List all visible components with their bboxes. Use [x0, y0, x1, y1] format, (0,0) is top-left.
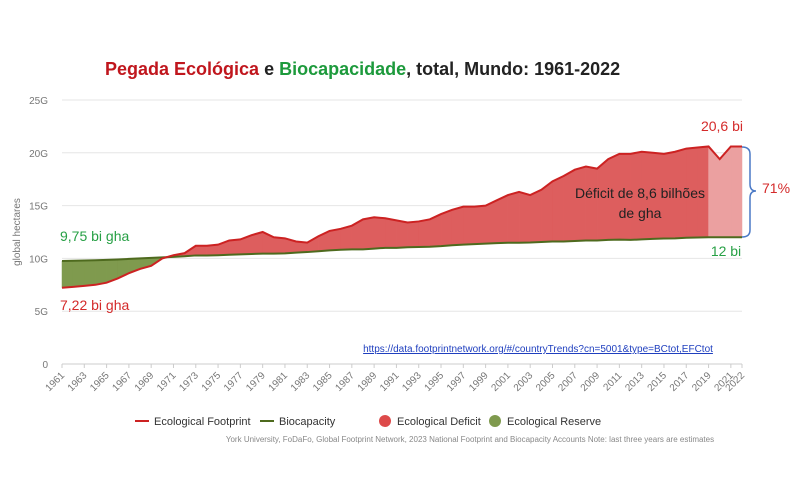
- title-conjunction: e: [259, 59, 279, 79]
- deficit-area: [407, 221, 419, 248]
- x-tick-label: 1989: [356, 370, 380, 394]
- title-footprint: Pegada Ecológica: [105, 59, 260, 79]
- biocapacity-line: [61, 236, 742, 263]
- x-tick-label: 2001: [490, 370, 514, 394]
- annotation-biocapacity-end: 12 bi: [711, 243, 741, 259]
- x-tick-label: 1977: [222, 370, 246, 394]
- x-tick-label: 1965: [88, 370, 112, 394]
- deficit-area: [541, 180, 553, 243]
- chart-title: Pegada Ecológica e Biocapacidade, total,…: [105, 59, 620, 79]
- legend-label: Ecological Footprint: [154, 416, 251, 428]
- deficit-area: [552, 175, 564, 242]
- x-ticks: 1961196319651967196919711973197519771979…: [44, 364, 747, 394]
- title-biocapacity: Biocapacidade: [279, 59, 406, 79]
- y-tick-label: 25G: [29, 96, 48, 107]
- reserve-area: [95, 259, 107, 286]
- x-tick-label: 1981: [267, 370, 291, 394]
- legend: Ecological Footprint Biocapacity Ecologica…: [135, 415, 601, 428]
- deficit-area: [362, 216, 375, 250]
- x-tick-label: 2013: [623, 370, 647, 394]
- deficit-area: [451, 206, 464, 246]
- legend-label: Ecological Deficit: [397, 416, 481, 428]
- deficit-area: [474, 205, 486, 245]
- x-tick-label: 1993: [400, 370, 424, 394]
- x-tick-label: 1995: [423, 370, 447, 394]
- x-tick-label: 2009: [579, 370, 603, 394]
- x-tick-label: 1973: [177, 370, 201, 394]
- deficit-area: [496, 194, 509, 244]
- annotation-footprint-end: 20,6 bi: [701, 118, 743, 134]
- annotation-biocapacity-start: 9,75 bi gha: [60, 228, 129, 244]
- reserve-area: [72, 260, 85, 288]
- x-tick-label: 2017: [668, 370, 692, 394]
- legend-label: Ecological Reserve: [507, 416, 601, 428]
- x-tick-label: 1961: [44, 370, 68, 394]
- y-axis-label: global hectares: [12, 198, 23, 266]
- x-tick-label: 1979: [244, 370, 268, 394]
- x-tick-label: 1999: [467, 370, 491, 394]
- deficit-area: [396, 220, 408, 249]
- reserve-area: [61, 260, 74, 289]
- annotation-deficit-line1: Déficit de 8,6 bilhões: [575, 185, 705, 201]
- x-tick-label: 1975: [200, 370, 224, 394]
- x-tick-label: 1983: [289, 370, 313, 394]
- deficit-area: [463, 206, 475, 245]
- footnote: York University, FoDaFo, Global Footprin…: [226, 435, 714, 444]
- annotation-deficit-line2: de gha: [619, 205, 662, 221]
- x-tick-label: 1963: [66, 370, 90, 394]
- deficit-area: [329, 228, 341, 251]
- y-tick-label: 0: [42, 360, 48, 371]
- deficit-area: [574, 166, 587, 242]
- deficit-area: [373, 216, 386, 249]
- x-tick-label: 2011: [602, 370, 625, 393]
- deficit-area: [485, 199, 497, 244]
- y-tick-label: 15G: [29, 202, 48, 213]
- deficit-area: [585, 166, 598, 241]
- legend-circle-swatch: [489, 415, 501, 427]
- x-tick-label: 1991: [378, 370, 402, 394]
- deficit-area: [563, 169, 576, 242]
- x-tick-label: 2015: [646, 370, 670, 394]
- source-link[interactable]: https://data.footprintnetwork.org/#/coun…: [363, 344, 713, 355]
- x-tick-label: 1985: [311, 370, 335, 394]
- deficit-bracket: [741, 146, 757, 238]
- footprint-line: [61, 145, 742, 289]
- x-tick-label: 2007: [556, 370, 580, 394]
- deficit-area: [719, 145, 732, 238]
- deficit-area: [195, 245, 208, 256]
- deficit-area: [507, 191, 520, 244]
- x-tick-label: 2005: [534, 370, 558, 394]
- x-tick-label: 1969: [133, 370, 157, 394]
- deficit-area: [418, 219, 431, 248]
- x-tick-label: 2003: [512, 370, 536, 394]
- x-tick-label: 1997: [445, 370, 469, 394]
- deficit-area: [518, 191, 531, 244]
- reserve-area: [84, 259, 96, 287]
- deficit-area: [529, 189, 542, 243]
- y-tick-label: 5G: [35, 307, 49, 318]
- deficit-area: [708, 145, 720, 238]
- y-ticks: 0 5G 10G 15G 20G 25G: [29, 96, 48, 371]
- x-tick-label: 1987: [333, 370, 357, 394]
- x-tick-label: 2019: [690, 370, 714, 394]
- deficit-area: [730, 146, 743, 238]
- y-tick-label: 10G: [29, 254, 48, 265]
- x-tick-label: 1967: [110, 370, 134, 394]
- deficit-area: [273, 237, 286, 254]
- deficit-area: [228, 239, 241, 256]
- legend-circle-swatch: [379, 415, 391, 427]
- title-rest: , total, Mundo: 1961-2022: [406, 59, 620, 79]
- gridlines: [62, 99, 742, 365]
- legend-label: Biocapacity: [279, 416, 336, 428]
- x-tick-label: 1971: [155, 370, 179, 394]
- y-tick-label: 20G: [29, 149, 48, 160]
- annotation-percent: 71%: [762, 180, 790, 196]
- series-lines: [61, 145, 742, 289]
- annotation-footprint-start: 7,22 bi gha: [60, 297, 129, 313]
- deficit-area: [385, 217, 397, 249]
- deficit-area: [440, 209, 453, 247]
